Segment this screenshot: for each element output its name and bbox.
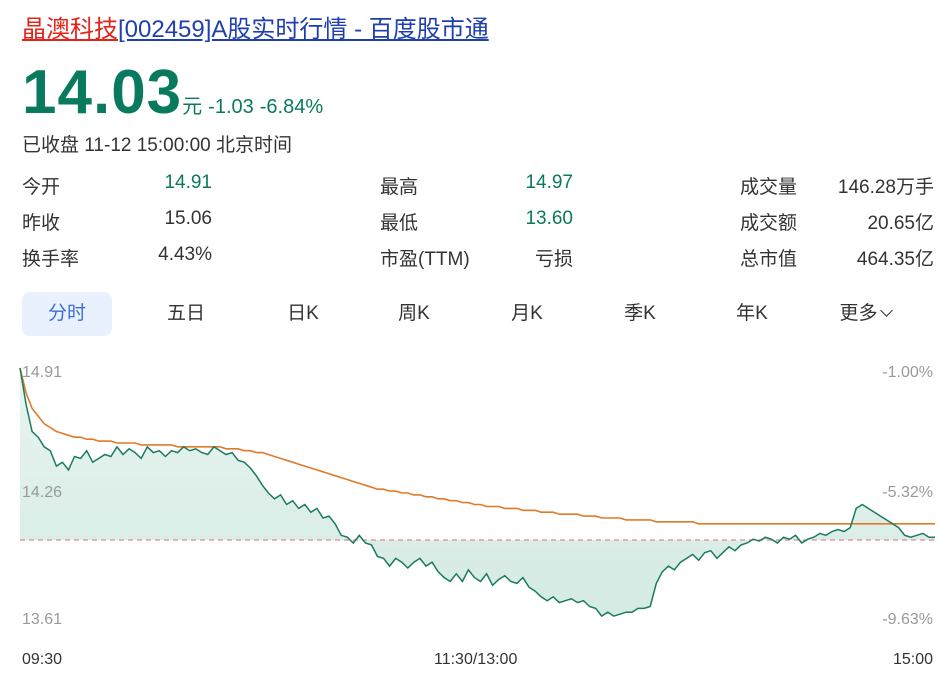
stat-value: 4.43% (158, 244, 212, 265)
stat-value: 亏损 (534, 249, 573, 270)
price-change-pct: -6.84% (259, 96, 324, 118)
pct-tick-label: -1.00% (882, 364, 933, 381)
stat-label: 成交额 (740, 213, 798, 234)
stats-row: 昨收 15.06 最低 13.60 成交额 20.65亿 (22, 208, 934, 244)
stat-label: 换手率 (22, 249, 80, 270)
y-tick-label: 13.61 (22, 611, 63, 628)
stat-value: 15.06 (164, 208, 212, 229)
chart-period-tabs: 分时 五日 日K 周K 月K 季K 年K 更多 (22, 292, 934, 336)
tab-more-label: 更多 (839, 303, 878, 324)
market-status: 已收盘 11-12 15:00:00 北京时间 (22, 135, 292, 156)
stat-label: 最高 (380, 177, 419, 198)
chevron-down-icon (879, 304, 893, 317)
tab-weekly-k[interactable]: 周K (398, 303, 430, 324)
x-tick-label: 11:30/13:00 (434, 651, 518, 668)
stat-label: 总市值 (740, 249, 798, 270)
tab-yearly-k[interactable]: 年K (736, 303, 768, 324)
y-tick-label: 14.26 (22, 484, 63, 501)
stock-name-link[interactable]: 晶澳科技 (22, 16, 118, 43)
stat-value: 14.97 (525, 172, 573, 193)
pct-tick-label: -5.32% (882, 484, 933, 501)
stats-grid: 今开 14.91 最高 14.97 成交量 146.28万手 昨收 15.06 … (22, 172, 934, 280)
price-change: -1.03 (208, 96, 254, 118)
tab-more[interactable]: 更多 (820, 292, 910, 336)
price-line (19, 367, 935, 618)
stats-row: 换手率 4.43% 市盈(TTM) 亏损 总市值 464.35亿 (22, 244, 934, 280)
stat-value: 14.91 (164, 172, 212, 193)
stat-value: 146.28万手 (837, 177, 934, 198)
stats-row: 今开 14.91 最高 14.97 成交量 146.28万手 (22, 172, 934, 208)
stat-value: 20.65亿 (867, 213, 934, 234)
stat-value: 13.60 (525, 208, 573, 229)
average-price-line (19, 367, 935, 525)
price-area (20, 368, 935, 617)
price-unit: 元 (182, 96, 203, 118)
page-title[interactable]: 晶澳科技[002459]A股实时行情 - 百度股市通 (22, 14, 489, 46)
tab-quarterly-k[interactable]: 季K (624, 303, 656, 324)
stat-label: 今开 (22, 177, 61, 198)
title-link[interactable]: [002459]A股实时行情 - 百度股市通 (118, 16, 489, 43)
tab-monthly-k[interactable]: 月K (511, 303, 543, 324)
tab-five-day[interactable]: 五日 (166, 303, 205, 324)
y-tick-label: 14.91 (22, 364, 63, 381)
stat-label: 最低 (380, 213, 419, 234)
intraday-chart[interactable] (0, 350, 939, 686)
x-tick-label: 09:30 (22, 651, 63, 668)
stat-value: 464.35亿 (856, 249, 934, 270)
stat-label: 成交量 (740, 177, 798, 198)
tab-intraday[interactable]: 分时 (22, 292, 112, 336)
pct-tick-label: -9.63% (882, 611, 933, 628)
stat-label: 市盈(TTM) (380, 249, 470, 270)
price-block: 14.03元 -1.03 -6.84% (22, 58, 323, 128)
stat-label: 昨收 (22, 213, 61, 234)
tab-daily-k[interactable]: 日K (287, 303, 319, 324)
current-price: 14.03 (22, 58, 183, 127)
x-tick-label: 15:00 (892, 651, 933, 668)
